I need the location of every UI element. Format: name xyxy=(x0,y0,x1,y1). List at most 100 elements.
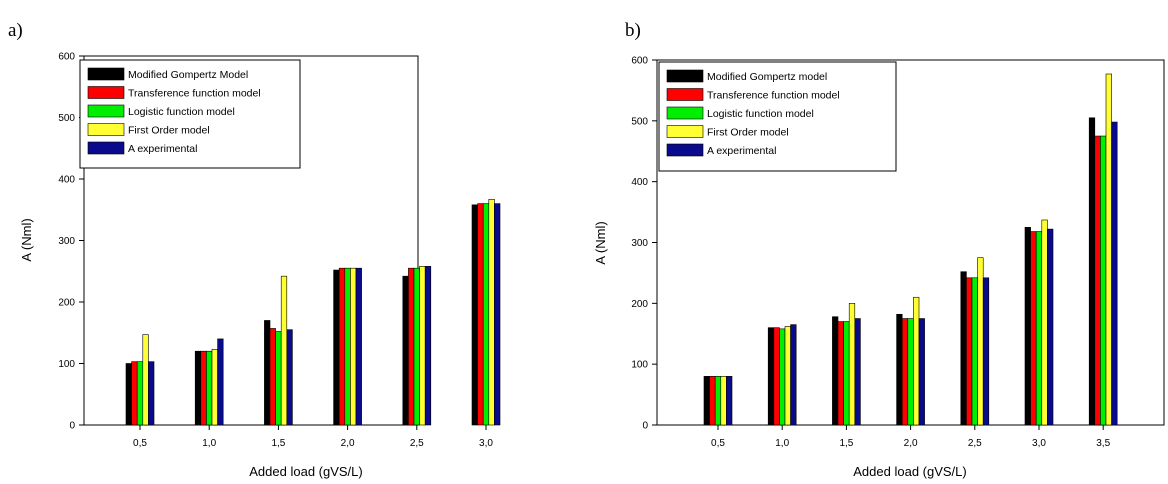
bar xyxy=(408,267,415,426)
bar xyxy=(142,334,149,426)
bar xyxy=(784,326,791,426)
bar xyxy=(217,338,224,426)
bar xyxy=(471,204,478,426)
bar xyxy=(286,329,293,426)
bar xyxy=(413,267,420,426)
bar xyxy=(402,275,409,426)
bar xyxy=(200,350,207,426)
bar xyxy=(966,277,973,426)
legend-label: Logistic function model xyxy=(707,108,814,120)
bar xyxy=(720,376,727,426)
bar xyxy=(333,269,340,426)
legend-label: Logistic function model xyxy=(128,106,235,118)
bar xyxy=(136,361,144,426)
bar xyxy=(854,318,861,426)
bar xyxy=(1035,231,1043,426)
y-tick-label: 500 xyxy=(58,113,75,124)
legend: Modified Gompertz Model Transference func… xyxy=(79,59,301,169)
legend-swatch xyxy=(666,143,704,157)
bar xyxy=(424,266,432,426)
bar xyxy=(264,320,271,426)
y-tick-label: 0 xyxy=(642,421,648,432)
bar xyxy=(913,296,920,426)
x-tick-label: 1,0 xyxy=(775,438,789,449)
bar xyxy=(211,349,218,426)
legend: Modified Gompertz model Transference func… xyxy=(658,61,897,172)
bar xyxy=(709,376,716,426)
x-tick-label: 3,0 xyxy=(1032,438,1046,449)
legend-label: Modified Gompertz model xyxy=(707,71,827,83)
legend-swatch xyxy=(666,69,704,83)
bar xyxy=(419,266,426,426)
x-tick-label: 1,5 xyxy=(839,438,853,449)
bar xyxy=(703,376,710,426)
legend-swatch xyxy=(87,123,125,136)
bar xyxy=(896,313,903,426)
x-tick-label: 2,0 xyxy=(341,438,355,449)
bar xyxy=(1088,117,1096,426)
y-tick-label: 200 xyxy=(58,298,75,309)
y-axis-title: A (Nml) xyxy=(593,221,608,264)
bar xyxy=(269,328,276,426)
bar xyxy=(482,203,490,426)
bar xyxy=(477,203,484,426)
bar xyxy=(1111,121,1118,426)
bar xyxy=(148,361,155,426)
legend-swatch xyxy=(87,67,125,81)
bar xyxy=(194,350,202,426)
chart-b: b) 0 100 200 300 400 500 600 0,5 1,0 1,5 2,0 2,5 3,0 3… xyxy=(593,20,1165,479)
y-tick-label: 200 xyxy=(631,299,648,310)
legend-label: A experimental xyxy=(128,143,197,155)
y-tick-label: 300 xyxy=(631,238,648,249)
bar xyxy=(779,328,786,426)
bar xyxy=(1105,73,1112,426)
x-tick-label: 3,5 xyxy=(1096,438,1110,449)
x-axis-title: Added load (gVS/L) xyxy=(249,464,362,479)
bar xyxy=(918,318,925,426)
bar xyxy=(280,275,288,426)
legend-swatch xyxy=(666,106,704,120)
panel-label: a) xyxy=(8,20,23,41)
y-tick-label: 600 xyxy=(58,52,75,63)
legend-label: Transference function model xyxy=(128,88,261,100)
legend-label: Modified Gompertz Model xyxy=(128,69,248,81)
x-tick-label: 1,0 xyxy=(202,438,216,449)
bar xyxy=(488,198,495,426)
x-tick-label: 2,5 xyxy=(968,438,982,449)
bar xyxy=(982,277,990,426)
legend-swatch xyxy=(87,141,125,155)
panel-label: b) xyxy=(625,20,641,41)
bar xyxy=(131,361,138,426)
bar xyxy=(355,267,362,426)
legend-label: Transference function model xyxy=(707,90,840,102)
y-tick-label: 400 xyxy=(631,177,648,188)
y-tick-label: 100 xyxy=(58,359,75,370)
y-tick-label: 600 xyxy=(631,56,648,67)
bar xyxy=(350,267,357,426)
bar xyxy=(901,318,909,426)
legend-swatch xyxy=(87,86,125,99)
x-tick-label: 3,0 xyxy=(479,438,493,449)
bar xyxy=(1041,219,1048,426)
bar xyxy=(275,331,282,426)
bar xyxy=(790,324,797,426)
bar xyxy=(494,203,501,426)
legend-label: A experimental xyxy=(707,145,776,157)
y-tick-label: 500 xyxy=(631,116,648,127)
bar xyxy=(843,321,850,426)
x-axis-title: Added load (gVS/L) xyxy=(853,464,966,479)
y-tick-label: 100 xyxy=(631,360,648,371)
bar xyxy=(714,376,722,426)
y-tick-label: 300 xyxy=(58,236,75,247)
bar xyxy=(338,267,346,426)
bar xyxy=(1047,228,1054,426)
legend-label: First Order model xyxy=(707,127,789,139)
x-tick-label: 2,5 xyxy=(410,438,424,449)
bar xyxy=(1030,231,1037,426)
bar xyxy=(125,363,132,426)
bar xyxy=(1100,135,1107,426)
legend-swatch xyxy=(666,125,704,138)
legend-label: First Order model xyxy=(128,125,210,137)
bar xyxy=(977,257,984,426)
